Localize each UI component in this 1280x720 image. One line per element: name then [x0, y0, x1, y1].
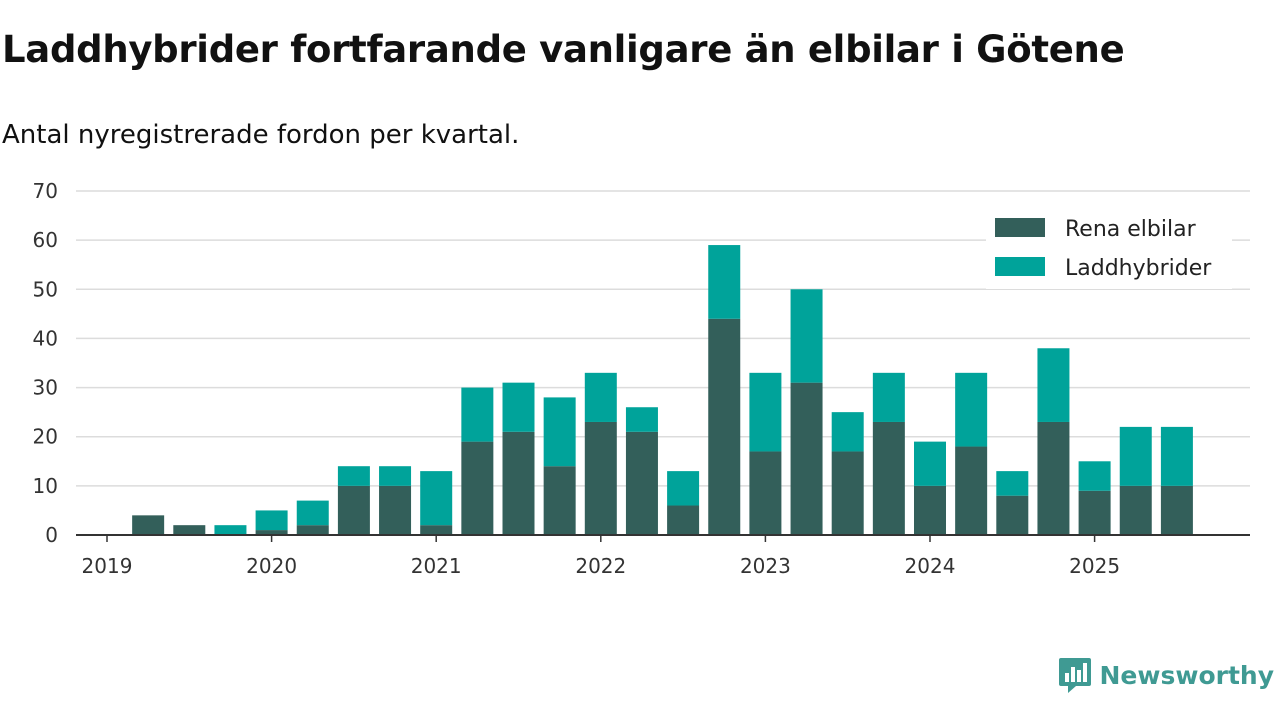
bar-laddhybrider-20: [914, 441, 946, 486]
bar-laddhybrider-11: [543, 397, 576, 467]
bar-laddhybrider-5: [296, 500, 329, 526]
bar-rena-elbilar-17: [790, 382, 823, 535]
y-tick-label-50: 50: [33, 277, 58, 301]
brand-name: Newsworthy: [1099, 660, 1275, 690]
bar-rena-elbilar-24: [1078, 490, 1111, 535]
legend-label-laddhybrider: Laddhybrider: [1065, 256, 1212, 281]
bar-laddhybrider-24: [1078, 461, 1111, 491]
y-tick-label-70: 70: [33, 179, 58, 203]
bar-laddhybrider-25: [1119, 426, 1152, 486]
bar-laddhybrider-8: [420, 471, 453, 526]
bar-laddhybrider-7: [379, 466, 412, 486]
y-tick-label-40: 40: [33, 326, 58, 350]
y-tick-label-10: 10: [33, 474, 58, 498]
bar-rena-elbilar-10: [502, 431, 535, 535]
bar-rena-elbilar-18: [831, 451, 864, 535]
x-axis: 2019 2020 2021 2022 2023 2024 2025: [76, 534, 1250, 578]
legend-swatch-laddhybrider: [995, 257, 1045, 276]
y-tick-label-0: 0: [45, 523, 58, 547]
y-tick-label-20: 20: [33, 425, 58, 449]
legend-swatch-rena-elbilar: [995, 218, 1045, 237]
bar-rena-elbilar-8: [420, 525, 453, 535]
bar-laddhybrider-9: [461, 387, 494, 442]
bar-rena-elbilar-1: [132, 515, 165, 535]
x-tick-label-2023: 2023: [740, 554, 791, 578]
bar-rena-elbilar-21: [955, 446, 988, 535]
bar-rena-elbilar-4: [255, 530, 288, 535]
x-tick-label-2024: 2024: [905, 554, 956, 578]
chart-subtitle: Antal nyregistrerade fordon per kvartal.: [2, 120, 520, 150]
y-axis: 0 10 20 30 40 50 60 70: [33, 179, 58, 547]
bar-laddhybrider-21: [955, 372, 988, 447]
brand-logo: Newsworthy: [1058, 656, 1275, 694]
bar-rena-elbilar-14: [667, 505, 700, 535]
bar-laddhybrider-15: [708, 245, 741, 319]
x-tick-label-2019: 2019: [82, 554, 133, 578]
bar-laddhybrider-14: [667, 471, 700, 506]
bar-laddhybrider-23: [1037, 348, 1070, 422]
bar-rena-elbilar-22: [996, 495, 1029, 535]
newsworthy-logo-icon: [1058, 658, 1091, 693]
legend-label-rena-elbilar: Rena elbilar: [1065, 217, 1197, 242]
bar-laddhybrider-18: [831, 412, 864, 452]
bar-laddhybrider-4: [255, 510, 288, 531]
bar-rena-elbilar-7: [379, 485, 412, 535]
bar-laddhybrider-6: [337, 466, 370, 486]
bar-laddhybrider-17: [790, 289, 823, 383]
bar-rena-elbilar-11: [543, 466, 576, 535]
bar-rena-elbilar-9: [461, 441, 494, 535]
bar-laddhybrider-19: [872, 372, 905, 422]
bar-rena-elbilar-19: [872, 421, 905, 535]
bar-rena-elbilar-2: [173, 525, 206, 535]
x-tick-label-2025: 2025: [1069, 554, 1120, 578]
bars: [132, 245, 1193, 535]
legend: Rena elbilar Laddhybrider: [986, 209, 1232, 289]
bar-rena-elbilar-12: [584, 421, 617, 535]
bar-laddhybrider-3: [214, 525, 247, 535]
x-tick-label-2020: 2020: [246, 554, 297, 578]
bar-laddhybrider-13: [625, 407, 658, 432]
bar-rena-elbilar-6: [337, 485, 370, 535]
bar-rena-elbilar-5: [296, 525, 329, 535]
bar-rena-elbilar-20: [914, 485, 946, 535]
x-tick-label-2021: 2021: [411, 554, 462, 578]
bar-laddhybrider-26: [1160, 426, 1193, 486]
bar-rena-elbilar-25: [1119, 485, 1152, 535]
bar-laddhybrider-12: [584, 372, 617, 422]
bar-laddhybrider-10: [502, 382, 535, 432]
bar-rena-elbilar-13: [625, 431, 658, 535]
bar-rena-elbilar-23: [1037, 421, 1070, 535]
x-tick-label-2022: 2022: [575, 554, 626, 578]
bar-laddhybrider-16: [749, 372, 782, 452]
chart-title: Laddhybrider fortfarande vanligare än el…: [2, 28, 1125, 71]
bar-rena-elbilar-26: [1160, 485, 1193, 535]
y-tick-label-60: 60: [33, 228, 58, 252]
bar-rena-elbilar-16: [749, 451, 782, 535]
y-tick-label-30: 30: [33, 376, 58, 400]
bar-laddhybrider-22: [996, 471, 1029, 496]
bar-rena-elbilar-15: [708, 318, 741, 535]
